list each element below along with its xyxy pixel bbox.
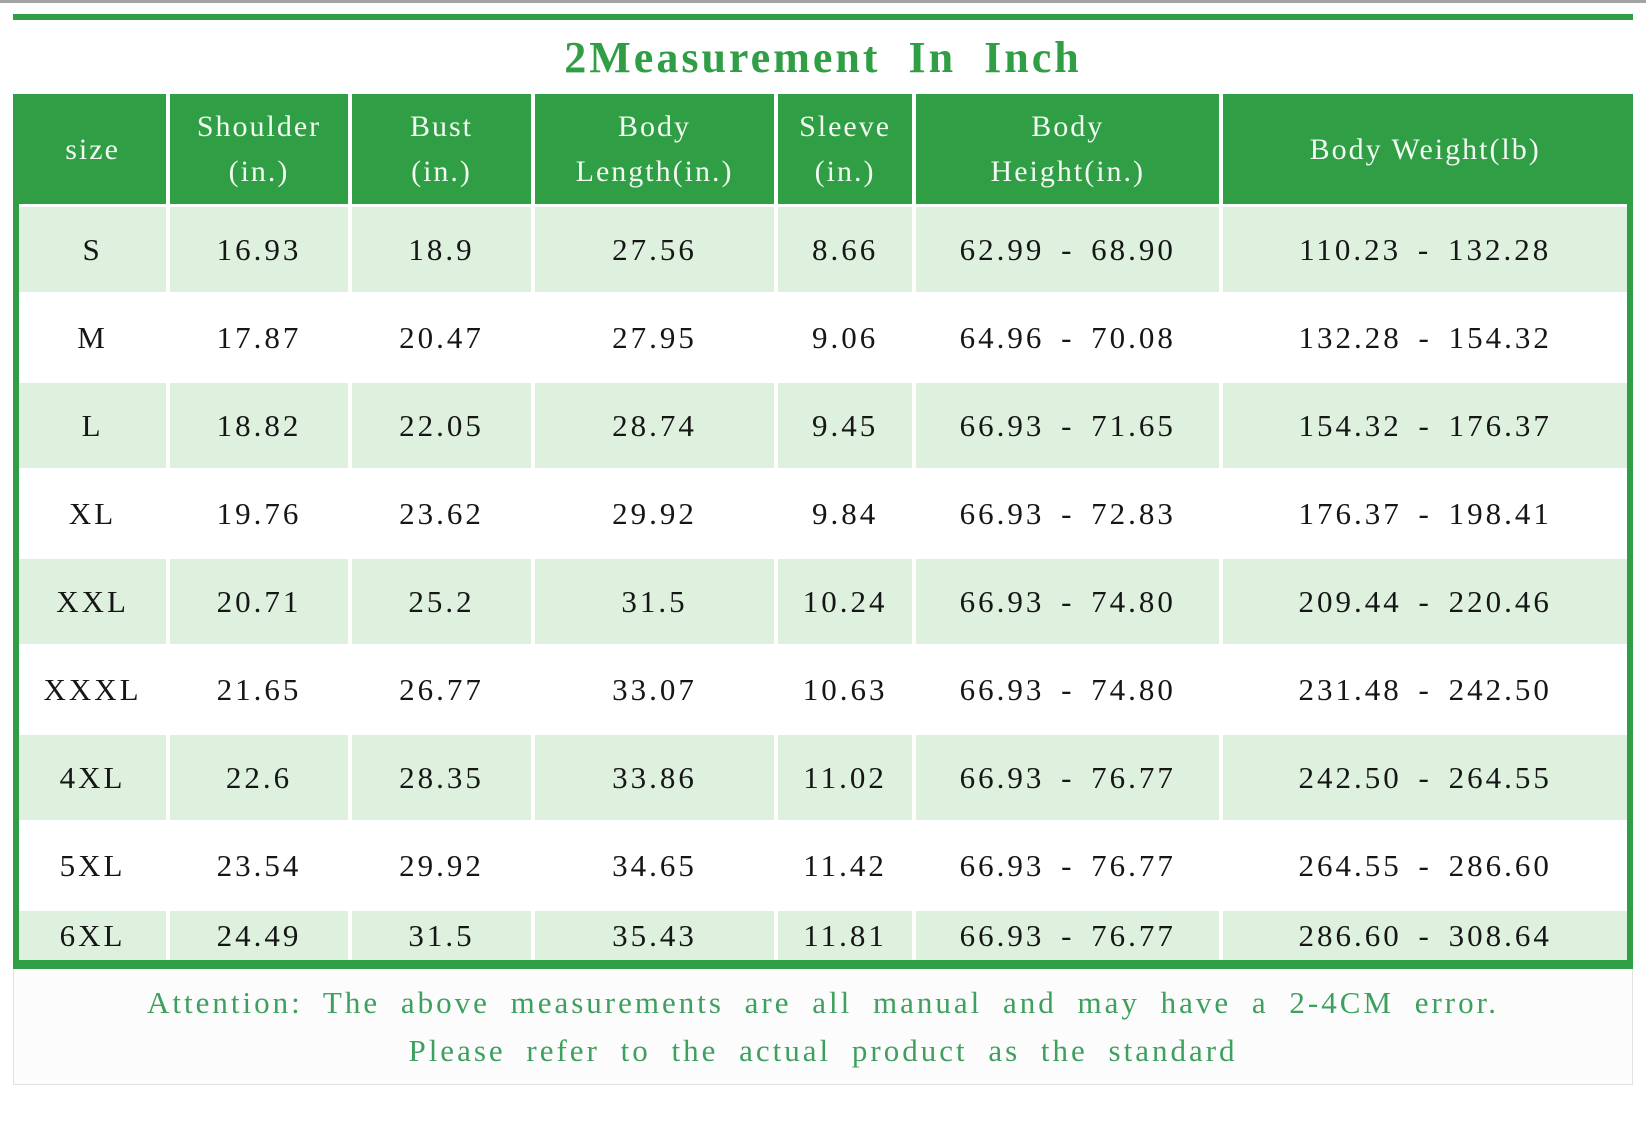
table-cell: 25.2 [351,556,536,644]
table-row: S 16.93 18.9 27.56 8.66 62.99 - 68.90 110.23 -… [19,204,1627,292]
table-cell: 132.28 - 154.32 [1223,292,1627,380]
table-cell: 154.32 - 176.37 [1223,380,1627,468]
attention-note-line2: Please refer to the actual product as th… [408,1032,1238,1068]
size-cell: XL [19,468,171,556]
column-header-6: Body Height(in.) [916,94,1224,204]
table-cell: 21.65 [170,644,352,732]
table-cell: 231.48 - 242.50 [1223,644,1627,732]
column-header-3: Bust (in.) [351,94,536,204]
table-cell: 23.54 [170,820,352,908]
table-cell: 286.60 - 308.64 [1223,908,1627,960]
size-cell: 5XL [19,820,171,908]
table-row: 4XL 22.6 28.35 33.86 11.02 66.93 - 76.77 242.5… [19,732,1627,820]
column-header-4: Body Length(in.) [535,94,778,204]
attention-note: Attention: The above measurements are al… [13,969,1633,1085]
column-header-5: Sleeve (in.) [777,94,917,204]
table-cell: 27.95 [535,292,778,380]
table-cell: 66.93 - 74.80 [916,556,1224,644]
table-cell: 264.55 - 286.60 [1223,820,1627,908]
table-cell: 66.93 - 76.77 [916,908,1224,960]
table-cell: 27.56 [535,204,778,292]
size-cell: S [19,204,171,292]
table-cell: 33.07 [535,644,778,732]
chart-title: 2Measurement In Inch [564,32,1082,82]
size-cell: 4XL [19,732,171,820]
table-row: XXXL 21.65 26.77 33.07 10.63 66.93 - 74.80 231… [19,644,1627,732]
size-cell: M [19,292,171,380]
table-row: XXL 20.71 25.2 31.5 10.24 66.93 - 74.80 209.44… [19,556,1627,644]
table-row: M 17.87 20.47 27.95 9.06 64.96 - 70.08 132.28 … [19,292,1627,380]
table-cell: 110.23 - 132.28 [1223,204,1627,292]
size-cell: XXL [19,556,171,644]
table-cell: 17.87 [170,292,352,380]
table-cell: 33.86 [535,732,778,820]
table-cell: 209.44 - 220.46 [1223,556,1627,644]
column-header-2: Shoulder (in.) [170,94,352,204]
table-cell: 11.42 [777,820,917,908]
table-cell: 20.71 [170,556,352,644]
table-cell: 22.6 [170,732,352,820]
table-cell: 20.47 [351,292,536,380]
size-cell: L [19,380,171,468]
column-header-7: Body Weight(lb) [1223,94,1627,204]
table-cell: 66.93 - 72.83 [916,468,1224,556]
table-cell: 28.35 [351,732,536,820]
table-cell: 19.76 [170,468,352,556]
table-cell: 10.24 [777,556,917,644]
table-cell: 8.66 [777,204,917,292]
attention-note-line1: Attention: The above measurements are al… [146,984,1499,1020]
table-cell: 34.65 [535,820,778,908]
table-row: L 18.82 22.05 28.74 9.45 66.93 - 71.65 154.32 … [19,380,1627,468]
table-cell: 18.82 [170,380,352,468]
table-row: XL 19.76 23.62 29.92 9.84 66.93 - 72.83 176.37… [19,468,1627,556]
table-cell: 31.5 [351,908,536,960]
table-cell: 9.84 [777,468,917,556]
table-cell: 22.05 [351,380,536,468]
table-cell: 26.77 [351,644,536,732]
size-table-body: S 16.93 18.9 27.56 8.66 62.99 - 68.90 110.23 -… [19,204,1627,960]
table-cell: 29.92 [535,468,778,556]
table-cell: 23.62 [351,468,536,556]
table-cell: 11.02 [777,732,917,820]
table-cell: 18.9 [351,204,536,292]
header-row: size Shoulder (in.) Bust (in.) Body Length(… [19,94,1627,204]
table-cell: 10.63 [777,644,917,732]
table-cell: 16.93 [170,204,352,292]
table-cell: 62.99 - 68.90 [916,204,1224,292]
top-divider-line [13,14,1633,20]
size-table: size Shoulder (in.) Bust (in.) Body Length(… [19,94,1627,960]
table-cell: 66.93 - 71.65 [916,380,1224,468]
table-cell: 9.45 [777,380,917,468]
table-cell: 176.37 - 198.41 [1223,468,1627,556]
size-cell: XXXL [19,644,171,732]
table-cell: 29.92 [351,820,536,908]
table-cell: 35.43 [535,908,778,960]
table-cell: 9.06 [777,292,917,380]
table-row: 6XL 24.49 31.5 35.43 11.81 66.93 - 76.77 286.6… [19,908,1627,960]
table-cell: 28.74 [535,380,778,468]
size-chart-page: 2Measurement In Inch size Shoulder (in.) B… [13,14,1633,1085]
size-table-frame: size Shoulder (in.) Bust (in.) Body Length(… [13,94,1633,969]
column-header-1: size [19,94,171,204]
table-cell: 11.81 [777,908,917,960]
table-row: 5XL 23.54 29.92 34.65 11.42 66.93 - 76.77 264.… [19,820,1627,908]
table-cell: 31.5 [535,556,778,644]
table-cell: 64.96 - 70.08 [916,292,1224,380]
table-cell: 66.93 - 74.80 [916,644,1224,732]
table-cell: 66.93 - 76.77 [916,732,1224,820]
size-cell: 6XL [19,908,171,960]
table-cell: 66.93 - 76.77 [916,820,1224,908]
table-cell: 24.49 [170,908,352,960]
table-cell: 242.50 - 264.55 [1223,732,1627,820]
